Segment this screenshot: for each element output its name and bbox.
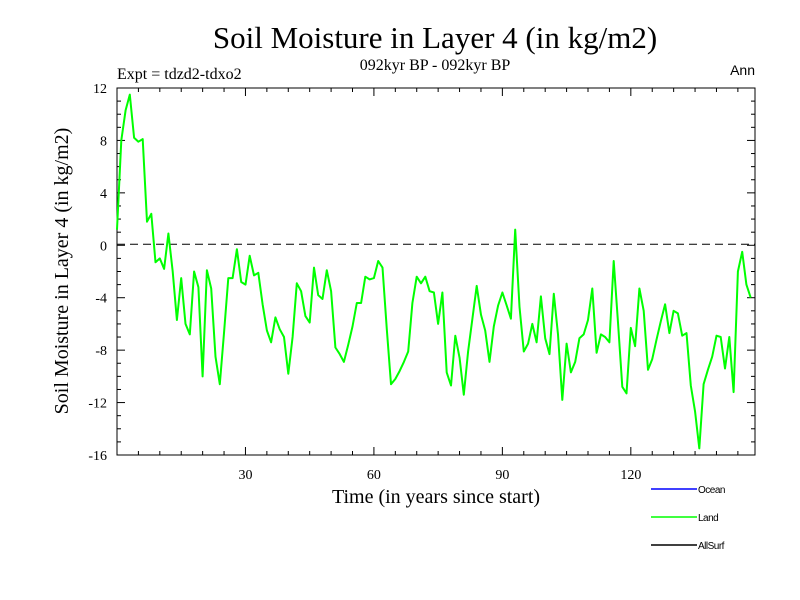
legend-label-allsurf: AllSurf <box>698 541 725 552</box>
legend-item-ocean: Ocean <box>651 485 725 496</box>
legend: Ocean Land AllSurf <box>651 485 725 552</box>
experiment-label: Expt = tdzd2-tdxo2 <box>117 66 242 83</box>
x-tick-label: 90 <box>495 468 509 483</box>
x-tick-label: 30 <box>238 468 252 483</box>
legend-item-allsurf: AllSurf <box>651 541 725 552</box>
y-axis: 12 8 4 0 -4 -8 -12 -16 <box>88 82 755 464</box>
y-tick-label: -16 <box>88 449 107 464</box>
y-tick-label: -4 <box>95 292 107 307</box>
y-tick-label: 12 <box>93 82 107 97</box>
chart-subtitle: 092kyr BP - 092kyr BP <box>360 57 511 74</box>
y-tick-label: 0 <box>100 239 107 254</box>
x-axis: 30 60 90 120 <box>137 88 739 483</box>
y-tick-label: 8 <box>100 134 107 149</box>
chart-title: Soil Moisture in Layer 4 (in kg/m2) <box>213 20 657 55</box>
legend-item-land: Land <box>651 513 719 524</box>
x-axis-label: Time (in years since start) <box>332 486 540 508</box>
x-tick-label: 60 <box>367 468 381 483</box>
x-tick-label: 120 <box>620 468 641 483</box>
y-tick-label: 4 <box>100 187 107 202</box>
y-tick-label: -12 <box>88 397 107 412</box>
y-axis-label: Soil Moisture in Layer 4 (in kg/m2) <box>51 128 73 415</box>
legend-label-land: Land <box>698 513 718 524</box>
land-series-line <box>116 93 752 450</box>
y-tick-label: -8 <box>95 344 107 359</box>
season-label: Ann <box>730 62 755 78</box>
plot-frame <box>116 87 756 456</box>
legend-label-ocean: Ocean <box>698 485 725 496</box>
